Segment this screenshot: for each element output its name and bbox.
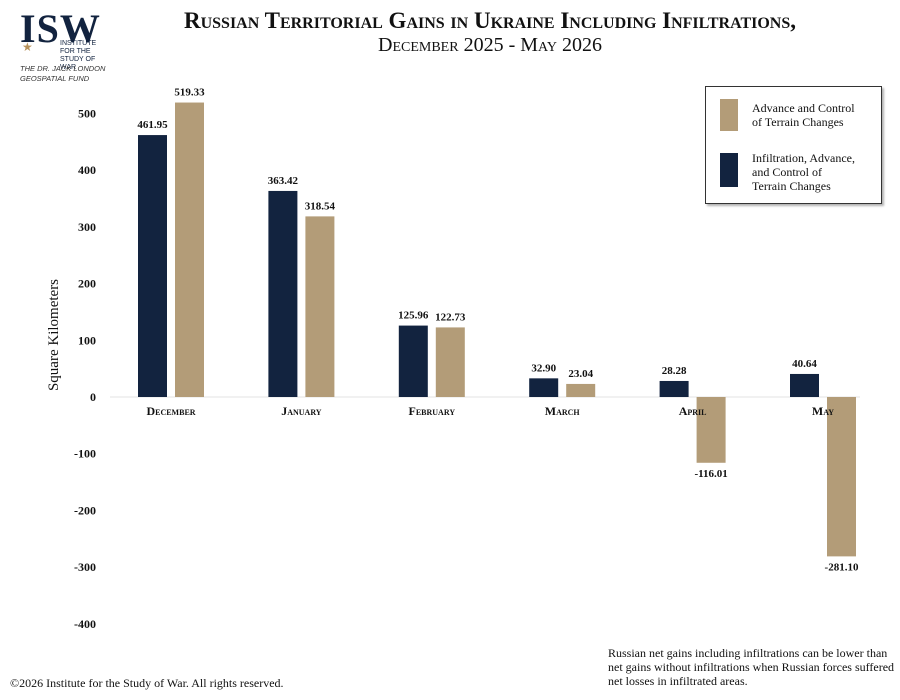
data-label: 28.28 — [662, 365, 687, 377]
data-label: 461.95 — [137, 119, 168, 131]
y-tick-label: -300 — [74, 560, 96, 574]
chart-subtitle: December 2025 - May 2026 — [378, 34, 602, 56]
bar-may-series-0 — [790, 373, 819, 397]
y-tick-label: 500 — [78, 107, 96, 121]
bar-february-series-1 — [435, 327, 465, 397]
star-icon: ★ — [22, 40, 33, 54]
data-label: 40.64 — [792, 358, 817, 370]
data-label: 318.54 — [305, 200, 336, 212]
bar-january-series-0 — [268, 190, 298, 397]
data-label: -116.01 — [694, 468, 727, 480]
data-label: 122.73 — [435, 311, 466, 323]
category-label-february: February — [408, 404, 455, 418]
data-label: 125.96 — [398, 310, 429, 322]
y-tick-label: 400 — [78, 163, 96, 177]
fund-text: The Dr. Jack London Geospatial Fund — [20, 64, 106, 83]
data-label: 32.90 — [531, 362, 556, 374]
bar-april-series-1 — [696, 397, 726, 463]
legend-swatch-advance — [720, 99, 738, 131]
category-label-december: December — [146, 404, 195, 418]
y-tick-label: -100 — [74, 447, 96, 461]
logo-mark: ISW — [20, 6, 101, 51]
data-label: -281.10 — [825, 561, 859, 573]
footnote: Russian net gains including infiltration… — [608, 646, 895, 688]
data-label: 363.42 — [268, 175, 299, 187]
bar-march-series-1 — [566, 383, 596, 397]
y-tick-label: 0 — [90, 390, 96, 404]
bar-april-series-0 — [659, 380, 689, 397]
chart-title: Russian Territorial Gains in Ukraine Inc… — [183, 8, 796, 33]
bar-december-series-1 — [175, 102, 204, 397]
y-tick-label: -400 — [74, 617, 96, 631]
copyright: ©2026 Institute for the Study of War. Al… — [10, 676, 284, 690]
legend-label-advance: Advance and Control of Terrain Changes — [752, 101, 855, 129]
y-tick-label: 200 — [78, 277, 96, 291]
y-tick-label: -200 — [74, 503, 96, 517]
bar-february-series-0 — [398, 325, 428, 397]
bar-december-series-0 — [138, 135, 167, 398]
isw-logo: ISW ★ INSTITUTE FOR THE STUDY OF WAR — [20, 6, 110, 72]
bar-may-series-1 — [827, 397, 856, 557]
category-label-march: March — [545, 404, 581, 418]
category-label-january: January — [281, 404, 322, 418]
bar-march-series-0 — [529, 378, 559, 397]
category-label-may: May — [812, 404, 834, 418]
logo-subtext: INSTITUTE FOR THE STUDY OF WAR — [60, 40, 97, 71]
legend-label-infiltration: Infiltration, Advance, and Control of Te… — [752, 151, 855, 193]
y-tick-label: 300 — [78, 220, 96, 234]
data-label: 23.04 — [568, 368, 593, 380]
y-axis-label: Square Kilometers — [46, 279, 62, 391]
legend: Advance and Control of Terrain Changes I… — [705, 86, 882, 204]
y-tick-label: 100 — [78, 333, 96, 347]
data-label: 519.33 — [174, 87, 205, 99]
bar-january-series-1 — [305, 216, 335, 397]
category-label-april: April — [679, 404, 707, 418]
legend-swatch-infiltration — [720, 153, 738, 187]
